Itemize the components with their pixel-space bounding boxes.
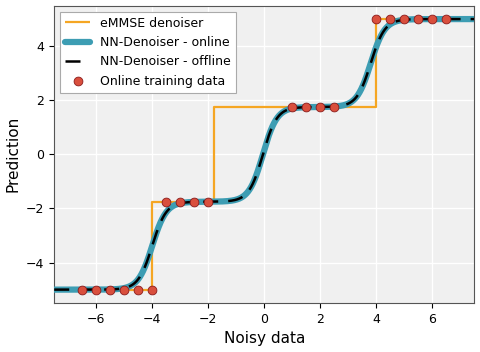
Online training data <box>204 199 212 205</box>
Online training data <box>302 104 310 110</box>
eMMSE denoiser <box>51 288 57 292</box>
NN-Denoiser - offline <box>471 17 477 21</box>
Online training data <box>372 16 380 22</box>
NN-Denoiser - offline <box>124 285 130 289</box>
Online training data <box>134 287 142 293</box>
eMMSE denoiser <box>471 17 477 21</box>
NN-Denoiser - offline <box>51 288 57 292</box>
eMMSE denoiser <box>149 288 155 292</box>
NN-Denoiser - online <box>418 17 424 21</box>
NN-Denoiser - online <box>231 198 237 202</box>
Online training data <box>148 287 156 293</box>
NN-Denoiser - offline <box>418 17 424 21</box>
Line: NN-Denoiser - offline: NN-Denoiser - offline <box>54 19 474 290</box>
Line: NN-Denoiser - online: NN-Denoiser - online <box>54 19 474 290</box>
eMMSE denoiser <box>373 17 379 21</box>
NN-Denoiser - offline <box>99 288 105 292</box>
Legend: eMMSE denoiser, NN-Denoiser - online, NN-Denoiser - offline, Online training dat: eMMSE denoiser, NN-Denoiser - online, NN… <box>60 12 236 93</box>
eMMSE denoiser <box>149 200 155 204</box>
NN-Denoiser - offline <box>213 200 218 204</box>
Online training data <box>78 287 86 293</box>
Y-axis label: Prediction: Prediction <box>6 116 21 193</box>
Online training data <box>177 199 184 205</box>
NN-Denoiser - online <box>463 17 469 21</box>
NN-Denoiser - online <box>213 200 218 204</box>
Online training data <box>415 16 422 22</box>
Online training data <box>191 199 198 205</box>
Online training data <box>331 104 338 110</box>
Line: eMMSE denoiser: eMMSE denoiser <box>54 19 474 290</box>
Online training data <box>401 16 408 22</box>
X-axis label: Noisy data: Noisy data <box>224 332 305 346</box>
Online training data <box>92 287 100 293</box>
eMMSE denoiser <box>211 200 217 204</box>
Online training data <box>107 287 114 293</box>
Online training data <box>443 16 450 22</box>
NN-Denoiser - online <box>51 288 57 292</box>
Online training data <box>162 199 170 205</box>
NN-Denoiser - online <box>471 17 477 21</box>
NN-Denoiser - offline <box>231 198 237 202</box>
Online training data <box>386 16 394 22</box>
NN-Denoiser - online <box>124 285 130 289</box>
eMMSE denoiser <box>373 105 379 109</box>
Online training data <box>288 104 296 110</box>
NN-Denoiser - online <box>99 288 105 292</box>
eMMSE denoiser <box>211 105 217 109</box>
Online training data <box>120 287 128 293</box>
NN-Denoiser - offline <box>463 17 469 21</box>
Online training data <box>429 16 436 22</box>
Online training data <box>316 104 324 110</box>
